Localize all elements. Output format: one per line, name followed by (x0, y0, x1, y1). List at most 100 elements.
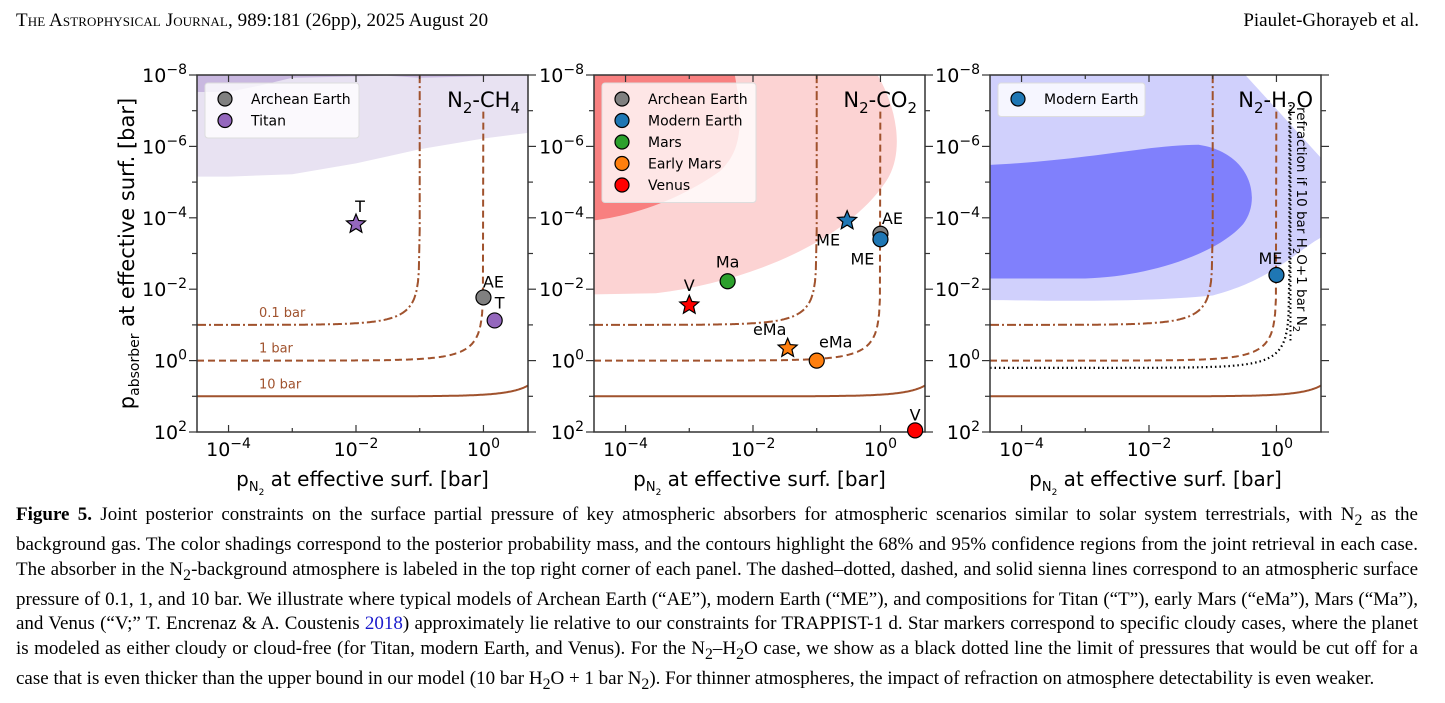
pressure-contour-1-bar (990, 110, 1278, 362)
legend-entry: Modern Earth (648, 114, 743, 130)
panel-h2o: 10−4 10−2 100 10−8 10−6 10−4 10−2 100 102 pN2 at … (935, 62, 1329, 498)
x-tick-label: 10−2 (334, 436, 379, 461)
pressure-contour-10-bar (594, 384, 925, 398)
citation-link[interactable]: 2018 (364, 613, 403, 635)
journal-citation: , 989:181 (26pp), 2025 August 20 (227, 10, 489, 31)
legend-box (204, 82, 360, 139)
x-axis-label: pN2 at effective surf. [bar] (1029, 467, 1282, 498)
data-point-star (776, 336, 799, 358)
caption-text-2: as the background gas. The color shading… (16, 504, 1418, 580)
data-point-label: T (494, 293, 505, 312)
pressure-contour-1-bar (594, 110, 882, 362)
panel-label: N2-CH4 (447, 88, 520, 117)
contour-label: 10 bar (259, 377, 302, 392)
pressure-contour-10-bar (990, 384, 1321, 398)
caption-sub: 2 (183, 566, 192, 584)
data-point-circle (907, 422, 924, 439)
y-axis-label: pabsorber at effective surf. [bar] (115, 98, 143, 409)
data-point-circle (808, 352, 825, 369)
y-tick-label: 10−6 (539, 133, 584, 158)
y-tick-label: 102 (947, 419, 980, 444)
y-tick-label: 102 (154, 419, 187, 444)
legend-marker-icon (614, 177, 630, 193)
x-tick-label: 100 (864, 436, 897, 461)
pressure-contour-0-1-bar (197, 75, 421, 326)
y-tick-label: 102 (551, 419, 584, 444)
legend-entry: Archean Earth (251, 92, 351, 108)
y-tick-label: 100 (154, 348, 187, 373)
x-tick-label: 100 (467, 436, 500, 461)
y-tick-label: 10−8 (539, 62, 584, 87)
legend-marker-icon (1010, 91, 1026, 107)
caption-sub: 2 (641, 675, 650, 693)
data-point-label: eMa (819, 333, 852, 352)
legend-marker-icon (614, 134, 630, 150)
caption-text-7: O + 1 bar N (550, 667, 642, 689)
legend-entry: Mars (648, 135, 682, 151)
data-point-label: T (354, 197, 365, 216)
y-tick-label: 10−8 (935, 62, 980, 87)
caption-sub: 2 (1354, 511, 1363, 529)
y-tick-label: 100 (551, 348, 584, 373)
caption-sub: 2 (736, 645, 745, 663)
data-point-star (345, 212, 367, 234)
data-point-circle (475, 289, 492, 306)
pressure-contour-0-1-bar (990, 75, 1214, 326)
caption-text-4: ) approximately lie relative to our cons… (16, 613, 1418, 659)
legend-entry: Early Mars (648, 157, 722, 173)
legend-marker-icon (217, 91, 233, 107)
legend-box (997, 82, 1146, 117)
y-tick-label: 10−4 (539, 205, 584, 230)
legend-marker-icon (614, 91, 630, 107)
panel-ch4: 0.1 bar 1 bar 10 bar 10−4 10−2 100 10−8 10−6 10−… (115, 62, 536, 498)
confidence-region-68 (990, 144, 1252, 279)
caption-sub: 2 (705, 645, 713, 663)
confidence-region-68 (197, 75, 528, 92)
legend: Modern Earth (997, 82, 1146, 117)
refraction-annotation: refraction if 10 bar H2O+1 bar N2 (1290, 107, 1309, 332)
data-point-circle (486, 312, 503, 329)
caption-text-6: O case, we show as a black dotted line t… (16, 637, 1418, 689)
data-point-label: Ma (716, 252, 740, 271)
y-tick-label: 10−2 (935, 276, 980, 301)
legend-box (601, 82, 757, 203)
x-axis-label: pN2 at effective surf. [bar] (633, 467, 886, 498)
y-tick-label: 10−8 (142, 62, 187, 87)
figure-5: 0.1 bar 1 bar 10 bar 10−4 10−2 100 10−8 10−6 10−… (115, 62, 1329, 498)
legend-marker-icon (217, 112, 233, 129)
legend-marker-icon (614, 112, 630, 129)
data-point-label: V (910, 405, 921, 424)
running-head: The Astrophysical Journal, 989:181 (26pp… (16, 10, 488, 32)
x-tick-label: 10−2 (1127, 436, 1172, 461)
caption-sub: 2 (542, 675, 551, 693)
contour-label: 1 bar (259, 342, 294, 357)
pressure-contour-refraction-limit (990, 109, 1291, 369)
caption-text-1: Joint posterior constraints on the surfa… (92, 504, 1355, 525)
caption-label: Figure 5. (16, 504, 93, 525)
data-point-circle (872, 231, 889, 248)
data-point-label: eMa (753, 320, 786, 339)
y-tick-label: 10−4 (142, 205, 187, 230)
data-point-circle (719, 273, 736, 290)
y-tick-label: 10−6 (142, 133, 187, 158)
y-tick-label: 10−2 (142, 276, 187, 301)
legend-entry: Archean Earth (648, 92, 748, 108)
running-author: Piaulet-Ghorayeb et al. (1243, 10, 1419, 31)
y-tick-label: 10−4 (935, 205, 980, 230)
data-point-label: ME (1258, 249, 1282, 268)
legend-entry: Modern Earth (1044, 92, 1139, 108)
contour-label: 0.1 bar (259, 306, 306, 321)
y-tick-label: 100 (947, 348, 980, 373)
legend-marker-icon (614, 155, 630, 172)
x-tick-label: 10−4 (999, 436, 1044, 461)
legend-entry: Titan (250, 114, 286, 130)
pressure-contour-0-1-bar (594, 75, 818, 326)
x-tick-label: 10−2 (731, 436, 776, 461)
y-tick-label: 10−2 (539, 276, 584, 301)
caption-text-3: -background atmosphere is labeled in the… (16, 558, 1419, 635)
x-tick-label: 10−4 (603, 436, 648, 461)
pressure-contour-1-bar (197, 110, 485, 362)
x-axis-label: pN2 at effective surf. [bar] (236, 467, 489, 498)
journal-name: The Astrophysical Journal (16, 10, 228, 31)
caption-text-8: ). For thinner atmospheres, the impact o… (649, 667, 1375, 689)
